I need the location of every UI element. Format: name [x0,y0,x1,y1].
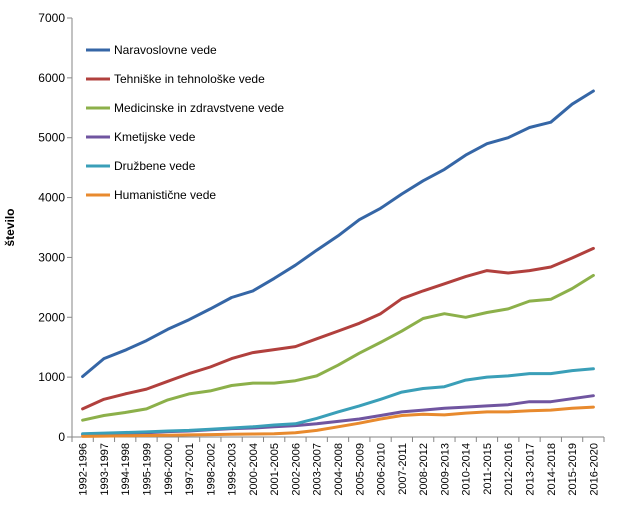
x-tick-label: 1992-1996 [78,443,90,496]
series-line-humanisti-ne-vede [81,405,595,438]
legend-label-dru-bene-vede: Družbene vede [114,159,196,173]
y-tick-label: 5000 [38,131,65,145]
x-tick-label: 2014-2018 [546,443,558,496]
x-tick-label: 2016-2020 [588,443,600,496]
axes: 0 1000 2000 3000 4000 5000 6000 7000 1992-1996 19… [3,11,605,496]
x-tick-label: 2001-2005 [269,443,281,496]
series-line-kmetijske-vede [81,394,595,437]
x-tick-label: 2007-2011 [397,443,409,495]
x-tick-label: 1995-1999 [141,443,153,496]
legend: Naravoslovne vede Tehniške in tehnološke … [86,43,284,202]
x-tick-label: 1993-1997 [99,443,111,496]
x-tick-label: 2010-2014 [461,443,473,496]
x-tick-label: 2000-2004 [248,443,260,496]
x-tick-label: 1999-2003 [227,443,239,496]
legend-label-medicinske-in-zdravstvene-vede: Medicinske in zdravstvene vede [114,101,284,115]
legend-label-tehni-ke-in-tehnolo-ke-vede: Tehniške in tehnološke vede [114,72,265,86]
x-tick-label: 2006-2010 [376,443,388,496]
x-tick-label: 2009-2013 [439,443,451,496]
x-tick-label: 2002-2006 [290,443,302,496]
x-tick-label: 2005-2009 [354,443,366,496]
legend-label-naravoslovne-vede: Naravoslovne vede [114,43,217,57]
x-tick-label: 2008-2012 [418,443,430,496]
x-tick-label: 2003-2007 [312,443,324,496]
y-tick-label: 1000 [38,370,65,384]
y-tick-label: 7000 [38,11,65,25]
y-tick-label: 4000 [38,191,65,205]
x-tick-label: 2012-2016 [503,443,515,496]
x-tick-label: 1997-2001 [184,443,196,496]
legend-label-humanisti-ne-vede: Humanistične vede [114,188,216,202]
x-tick-label: 2004-2008 [333,443,345,496]
x-tick-label: 2013-2017 [525,443,537,496]
y-tick-label: 2000 [38,310,65,324]
y-tick-label: 6000 [38,71,65,85]
series-line-medicinske-in-zdravstvene-vede [81,273,595,422]
legend-label-kmetijske-vede: Kmetijske vede [114,130,196,144]
x-tick-label: 1994-1998 [120,443,132,496]
series-line-tehni-ke-in-tehnolo-ke-vede [81,246,595,411]
x-tick-label: 2011-2015 [482,443,494,495]
series-layer [81,89,595,438]
x-tick-label: 1996-2000 [163,443,175,496]
y-tick-label: 3000 [38,250,65,264]
x-tick-label: 2015-2019 [567,443,579,496]
y-tick-label: 0 [58,430,65,444]
y-axis-label: število [3,208,17,246]
series-line-dru-bene-vede [81,367,595,436]
x-tick-label: 1998-2002 [205,443,217,496]
series-line-naravoslovne-vede [81,89,595,378]
